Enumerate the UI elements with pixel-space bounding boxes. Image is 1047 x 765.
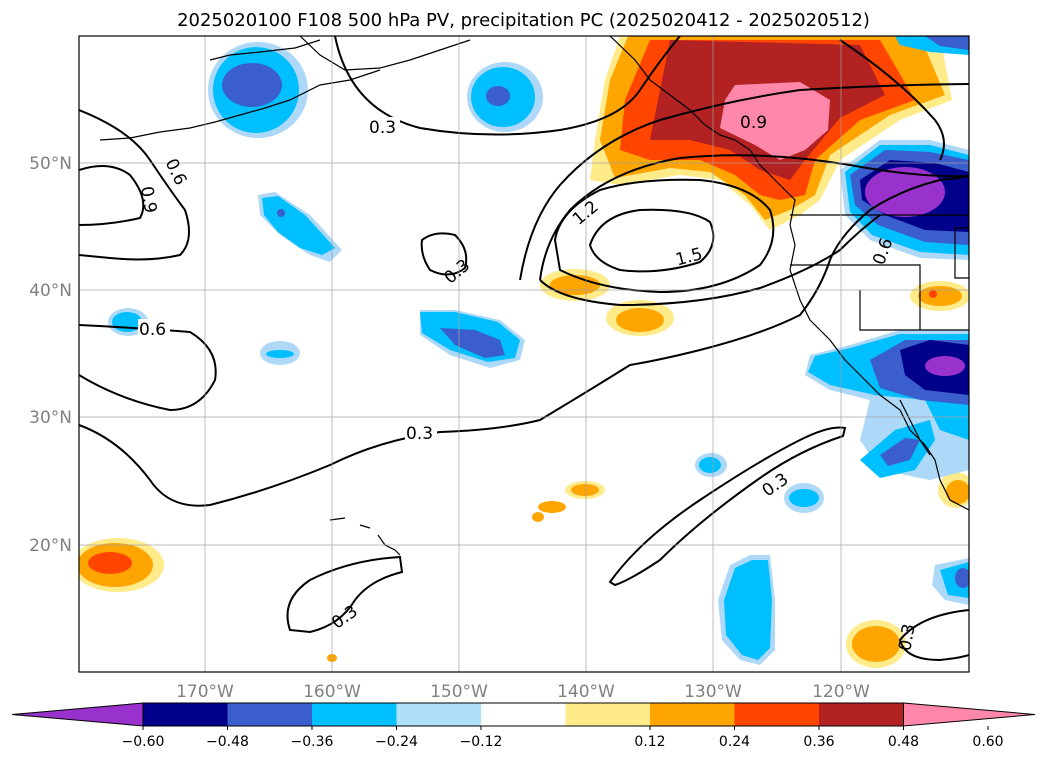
coastlines (99, 36, 969, 556)
contour-line (539, 214, 881, 307)
contour-label-0.3: 0.3 (406, 424, 433, 444)
contour-label-0.6: 0.6 (139, 320, 166, 340)
warm-blob (571, 484, 599, 496)
lon-label-150w: 150°W (430, 682, 488, 702)
lon-label-140w: 140°W (557, 682, 615, 702)
latitude-labels: 50°N 40°N 30°N 20°N (29, 154, 72, 556)
colorbar-tick-label: 0.48 (888, 734, 919, 750)
contour-line (608, 426, 847, 587)
positive-anomaly-shading (79, 36, 969, 668)
contour-line (553, 178, 775, 294)
negative-anomaly-shading (108, 36, 969, 665)
colorbar-tick-label: −0.48 (206, 734, 249, 750)
contour-line (79, 109, 190, 261)
lon-label-160w: 160°W (303, 682, 361, 702)
colorbar-outline (142, 702, 904, 727)
colorbar-tick-label: 0.60 (972, 734, 1003, 750)
colorbar: −0.60 −0.48 −0.36 −0.24 −0.12 0.12 0.24 0.36 0.4… (11, 702, 1036, 750)
colorbar-tick-label: 0.36 (803, 734, 834, 750)
longitude-labels: 170°W 160°W 150°W 140°W 130°W 120°W (176, 682, 870, 702)
warm-blob (918, 286, 962, 306)
colorbar-segment (396, 703, 481, 726)
colorbar-segments (11, 702, 1036, 727)
cool-blob (880, 438, 920, 466)
warm-blob (616, 308, 664, 332)
colorbar-segment (481, 703, 566, 726)
contour-label-bg (405, 423, 437, 443)
cool-blob (789, 489, 819, 507)
map-frame (78, 35, 970, 673)
colorbar-ticks: −0.60 −0.48 −0.36 −0.24 −0.12 0.12 0.24 0.36 0.4… (122, 726, 1004, 750)
lat-label-30n: 30°N (29, 408, 72, 428)
cool-blob (925, 36, 969, 50)
warm-blob (852, 626, 900, 662)
colorbar-segment (227, 703, 312, 726)
warm-blob (538, 501, 566, 513)
contour-line (334, 36, 681, 136)
lat-label-20n: 20°N (29, 536, 72, 556)
colorbar-tick-label: 0.24 (719, 734, 750, 750)
colorbar-segment (565, 703, 650, 726)
lon-label-170w: 170°W (176, 682, 234, 702)
lat-label-40n: 40°N (29, 281, 72, 301)
pv-contours (79, 36, 969, 662)
contour-label-bg (138, 319, 170, 339)
warm-blob (946, 480, 969, 504)
colorbar-tick-label: −0.36 (291, 734, 334, 750)
colorbar-tick-label: −0.12 (460, 734, 503, 750)
colorbar-segment (312, 703, 397, 726)
warm-blob (532, 512, 544, 522)
cool-blob (277, 209, 285, 217)
map-title: 2025020100 F108 500 hPa PV, precipitatio… (177, 10, 870, 31)
contour-label-bg (368, 117, 400, 137)
colorbar-segment (734, 703, 819, 726)
contour-line (420, 232, 468, 276)
cool-blob (266, 350, 294, 358)
colorbar-extend-min (11, 702, 144, 727)
warm-blob (88, 552, 132, 574)
contour-label-0.3: 0.3 (895, 622, 919, 652)
pnw-anomaly (720, 82, 830, 160)
lon-label-120w: 120°W (812, 682, 870, 702)
contour-label-0.9: 0.9 (740, 113, 767, 133)
contour-line (79, 175, 969, 507)
contour-label-0.3: 0.3 (369, 118, 396, 138)
cool-blob (699, 457, 721, 473)
lat-label-50n: 50°N (29, 154, 72, 174)
colorbar-tick-label: 0.12 (634, 734, 665, 750)
contour-line (839, 39, 945, 161)
colorbar-segment (819, 703, 904, 726)
colorbar-tick-label: −0.24 (375, 734, 418, 750)
warm-blob (929, 290, 937, 298)
contour-line (286, 555, 404, 634)
cool-blob (486, 86, 510, 106)
colorbar-segment (143, 703, 228, 726)
colorbar-tick-label: −0.60 (122, 734, 165, 750)
cool-blob (724, 560, 772, 660)
lon-label-130w: 130°W (684, 682, 742, 702)
cool-blob (440, 328, 505, 358)
contour-line (519, 83, 969, 281)
contour-line (898, 609, 969, 662)
cool-blob (955, 568, 969, 588)
colorbar-extend-max (903, 702, 1036, 727)
contour-label-0.9: 0.9 (136, 185, 160, 215)
cool-blob (925, 356, 965, 376)
colorbar-segment (650, 703, 735, 726)
map-panel: 0.3 0.3 0.6 0.6 0.9 0.9 1.2 1.5 0.3 0.3 … (78, 35, 970, 673)
cool-blob (222, 63, 282, 107)
gridlines (79, 36, 969, 672)
contour-line (79, 165, 145, 226)
